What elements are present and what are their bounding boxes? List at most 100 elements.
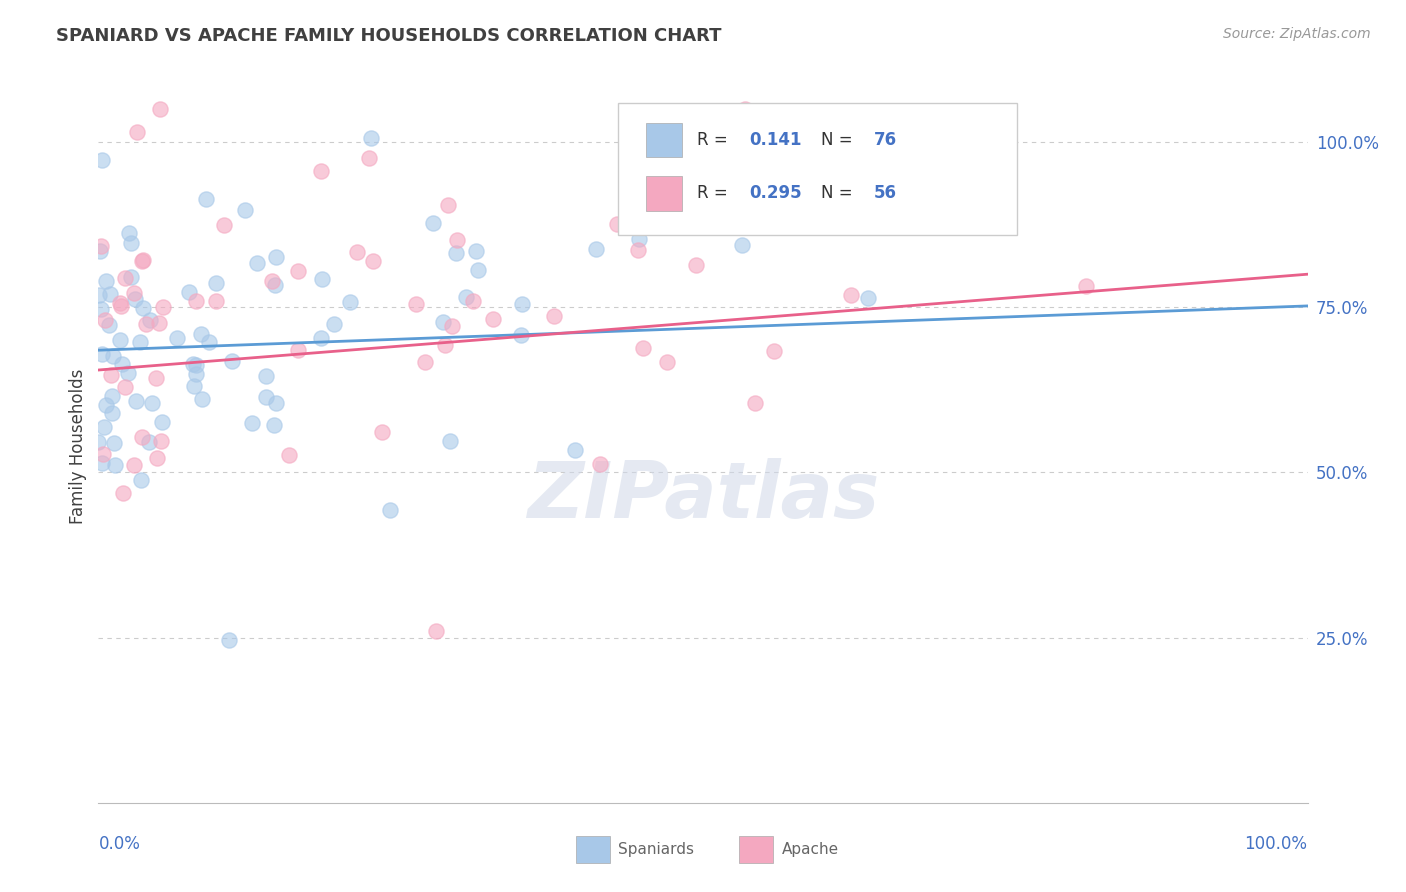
Point: [264, 278, 287, 293]
Point: [856, 291, 879, 305]
Text: N =: N =: [821, 185, 859, 202]
Point: [413, 355, 436, 369]
Point: [145, 371, 167, 385]
Point: [432, 315, 454, 329]
Point: [655, 355, 678, 369]
Point: [463, 293, 485, 308]
Point: [125, 393, 148, 408]
Text: R =: R =: [697, 131, 733, 149]
Point: [233, 202, 256, 217]
Point: [194, 192, 217, 206]
Point: [762, 343, 785, 358]
Point: [422, 216, 444, 230]
Point: [221, 354, 243, 368]
Point: [94, 313, 117, 327]
Point: [198, 335, 221, 350]
Point: [991, 201, 1014, 215]
Point: [177, 285, 200, 299]
Point: [100, 389, 122, 403]
Point: [287, 263, 309, 277]
Point: [101, 350, 124, 364]
Point: [346, 244, 368, 259]
FancyBboxPatch shape: [647, 123, 682, 157]
Point: [117, 366, 139, 380]
Point: [122, 458, 145, 472]
Point: [110, 299, 132, 313]
Text: ZIPatlas: ZIPatlas: [527, 458, 879, 534]
Point: [90, 346, 112, 360]
Text: SPANIARD VS APACHE FAMILY HOUSEHOLDS CORRELATION CHART: SPANIARD VS APACHE FAMILY HOUSEHOLDS COR…: [56, 27, 721, 45]
Point: [437, 197, 460, 211]
Point: [339, 294, 361, 309]
Point: [263, 417, 285, 432]
Point: [181, 358, 204, 372]
Point: [776, 147, 799, 161]
Point: [146, 451, 169, 466]
Point: [360, 130, 382, 145]
Point: [183, 378, 205, 392]
Point: [278, 448, 301, 462]
Point: [90, 302, 112, 317]
Point: [218, 632, 240, 647]
Text: 0.0%: 0.0%: [98, 835, 141, 853]
Point: [839, 288, 862, 302]
Point: [138, 435, 160, 450]
Point: [87, 287, 110, 301]
Text: N =: N =: [821, 131, 859, 149]
Point: [510, 297, 533, 311]
Point: [94, 398, 117, 412]
Text: Apache: Apache: [782, 842, 839, 857]
Point: [100, 368, 122, 383]
Point: [371, 425, 394, 439]
Point: [131, 254, 153, 268]
Point: [112, 486, 135, 500]
Point: [446, 233, 468, 247]
Point: [138, 313, 160, 327]
Point: [90, 239, 112, 253]
Point: [124, 293, 146, 307]
FancyBboxPatch shape: [576, 837, 610, 863]
Point: [132, 253, 155, 268]
Point: [150, 416, 173, 430]
Point: [1074, 278, 1097, 293]
Point: [152, 300, 174, 314]
Point: [585, 242, 607, 256]
Point: [510, 327, 533, 342]
Point: [141, 396, 163, 410]
Point: [186, 294, 208, 309]
Point: [357, 151, 380, 165]
Point: [589, 457, 612, 471]
Point: [132, 301, 155, 316]
Point: [135, 317, 157, 331]
Point: [205, 293, 228, 308]
Point: [184, 358, 207, 372]
Point: [627, 232, 650, 246]
Point: [91, 153, 114, 167]
FancyBboxPatch shape: [740, 837, 773, 863]
Point: [744, 396, 766, 410]
Point: [91, 456, 114, 470]
Point: [361, 253, 384, 268]
Point: [405, 297, 427, 311]
Point: [456, 290, 478, 304]
Point: [114, 271, 136, 285]
Point: [543, 309, 565, 323]
Point: [108, 296, 131, 310]
Point: [149, 102, 172, 116]
Point: [311, 272, 333, 286]
Point: [444, 245, 467, 260]
Point: [122, 286, 145, 301]
Point: [120, 236, 142, 251]
FancyBboxPatch shape: [619, 103, 1018, 235]
Point: [731, 237, 754, 252]
Point: [425, 624, 447, 639]
Point: [380, 503, 402, 517]
Point: [97, 318, 120, 333]
Point: [264, 250, 287, 264]
Point: [262, 274, 284, 288]
Point: [93, 420, 115, 434]
Text: 56: 56: [873, 185, 897, 202]
Point: [128, 335, 150, 350]
Y-axis label: Family Households: Family Households: [69, 368, 87, 524]
Point: [734, 102, 756, 116]
